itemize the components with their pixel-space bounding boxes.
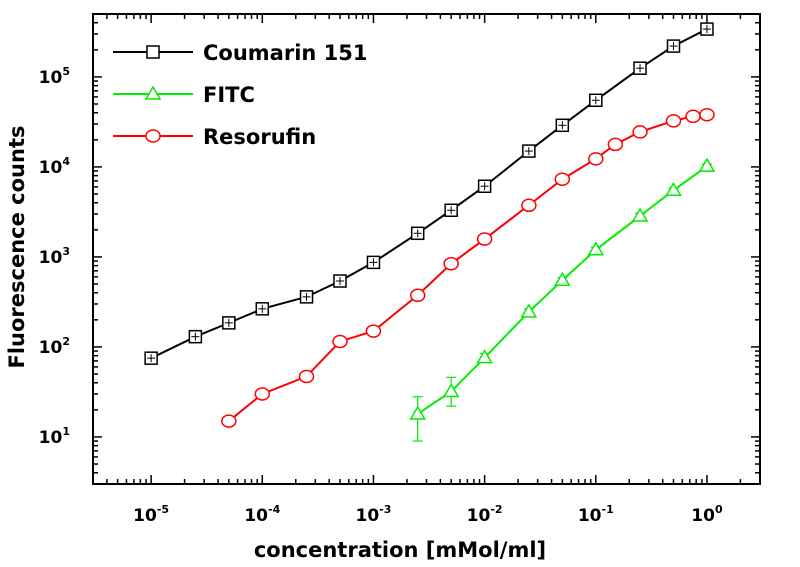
data-point-resorufin — [521, 198, 537, 213]
x-axis-title: concentration [mMol/ml] — [254, 538, 546, 562]
series-line-coumarin-151 — [150, 28, 708, 360]
series-coumarin-151 — [144, 22, 714, 365]
data-point-resorufin — [588, 152, 604, 166]
data-point-resorufin — [332, 334, 348, 349]
legend-entry-fitc: FITC — [113, 83, 255, 107]
x-tick-label: 10-5 — [133, 503, 169, 526]
legend-entry-coumarin-151: Coumarin 151 — [113, 41, 368, 65]
data-point-resorufin — [685, 109, 701, 124]
data-point-fitc — [520, 303, 538, 318]
data-point-fitc — [698, 157, 716, 172]
data-point-resorufin — [298, 369, 315, 384]
y-tick-label: 103 — [39, 245, 70, 268]
series-line-resorufin — [228, 113, 708, 422]
series-resorufin — [221, 107, 715, 428]
legend-marker-coumarin-151 — [146, 45, 160, 59]
y-tick-label: 104 — [39, 155, 71, 178]
data-point-resorufin — [607, 137, 624, 152]
legend: Coumarin 151 FITC Resorufin — [113, 41, 368, 149]
x-tick-label: 100 — [691, 503, 723, 526]
y-axis-title: Fluorescence counts — [5, 126, 29, 369]
x-tick-label: 10-1 — [578, 503, 614, 526]
data-point-resorufin — [632, 125, 648, 139]
legend-label-coumarin-151: Coumarin 151 — [203, 41, 368, 65]
legend-label-resorufin: Resorufin — [203, 125, 316, 149]
data-point-fitc — [409, 405, 427, 420]
series-fitc — [409, 157, 716, 442]
data-point-fitc — [587, 241, 605, 256]
legend-marker-resorufin — [145, 129, 161, 143]
y-tick-label: 105 — [39, 65, 70, 88]
legend-label-fitc: FITC — [203, 83, 255, 107]
data-point-resorufin — [476, 232, 493, 246]
data-point-resorufin — [365, 324, 382, 338]
data-point-resorufin — [254, 387, 271, 401]
data-point-resorufin — [699, 107, 715, 122]
data-point-resorufin — [665, 114, 682, 128]
data-point-resorufin — [554, 172, 571, 186]
y-tick-label: 102 — [39, 335, 70, 358]
data-point-resorufin — [409, 288, 426, 303]
data-point-resorufin — [221, 414, 237, 428]
data-point-fitc — [476, 349, 493, 364]
y-tick-label: 101 — [39, 425, 70, 448]
data-point-fitc — [442, 382, 460, 398]
data-point-fitc — [631, 207, 649, 222]
data-point-fitc — [554, 271, 571, 287]
series-layer — [144, 22, 716, 442]
x-tick-label: 10-4 — [244, 503, 280, 526]
x-tick-label: 10-2 — [467, 503, 503, 526]
legend-marker-fitc — [144, 85, 162, 100]
tick-labels: 10-5 10-4 10-3 10-2 10-1 100 101 102 103 104 105 — [39, 65, 723, 526]
data-point-fitc — [665, 181, 682, 197]
plot-frame — [92, 13, 761, 485]
legend-entry-resorufin: Resorufin — [113, 125, 316, 149]
data-point-resorufin — [443, 256, 459, 271]
x-tick-label: 10-3 — [356, 503, 392, 526]
axis-ticks — [92, 13, 761, 485]
